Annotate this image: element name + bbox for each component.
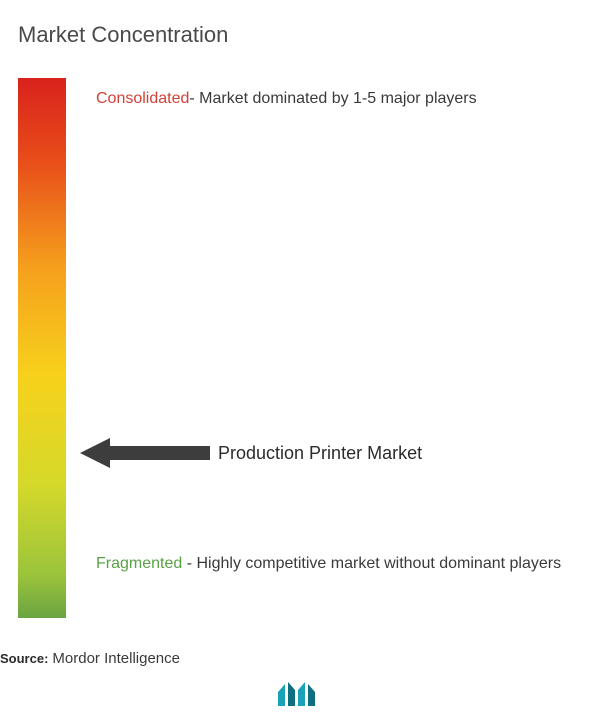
market-position-marker: Production Printer Market — [80, 438, 422, 468]
logo-bar-1 — [278, 684, 285, 706]
fragmented-desc: - Highly competitive market without domi… — [182, 555, 561, 572]
page-title: Market Concentration — [18, 22, 228, 48]
consolidated-keyword: Consolidated — [96, 90, 189, 107]
logo-bar-2 — [288, 682, 295, 706]
fragmented-keyword: Fragmented — [96, 555, 182, 572]
consolidated-label: Consolidated- Market dominated by 1-5 ma… — [96, 88, 571, 110]
arrow-left-icon — [80, 438, 210, 468]
consolidated-desc: - Market dominated by 1-5 major players — [189, 90, 476, 107]
logo-bar-4 — [308, 684, 315, 706]
mordor-logo-icon — [278, 678, 318, 706]
market-name-label: Production Printer Market — [218, 443, 422, 464]
source-line: Source: Mordor Intelligence — [0, 650, 180, 667]
source-label: Source: — [0, 651, 48, 666]
arrow-polygon — [80, 438, 210, 468]
concentration-gradient-bar — [18, 78, 66, 618]
source-value: Mordor Intelligence — [52, 650, 180, 667]
gradient-svg — [18, 78, 66, 618]
fragmented-label: Fragmented - Highly competitive market w… — [96, 550, 571, 579]
logo-bar-3 — [298, 682, 305, 706]
